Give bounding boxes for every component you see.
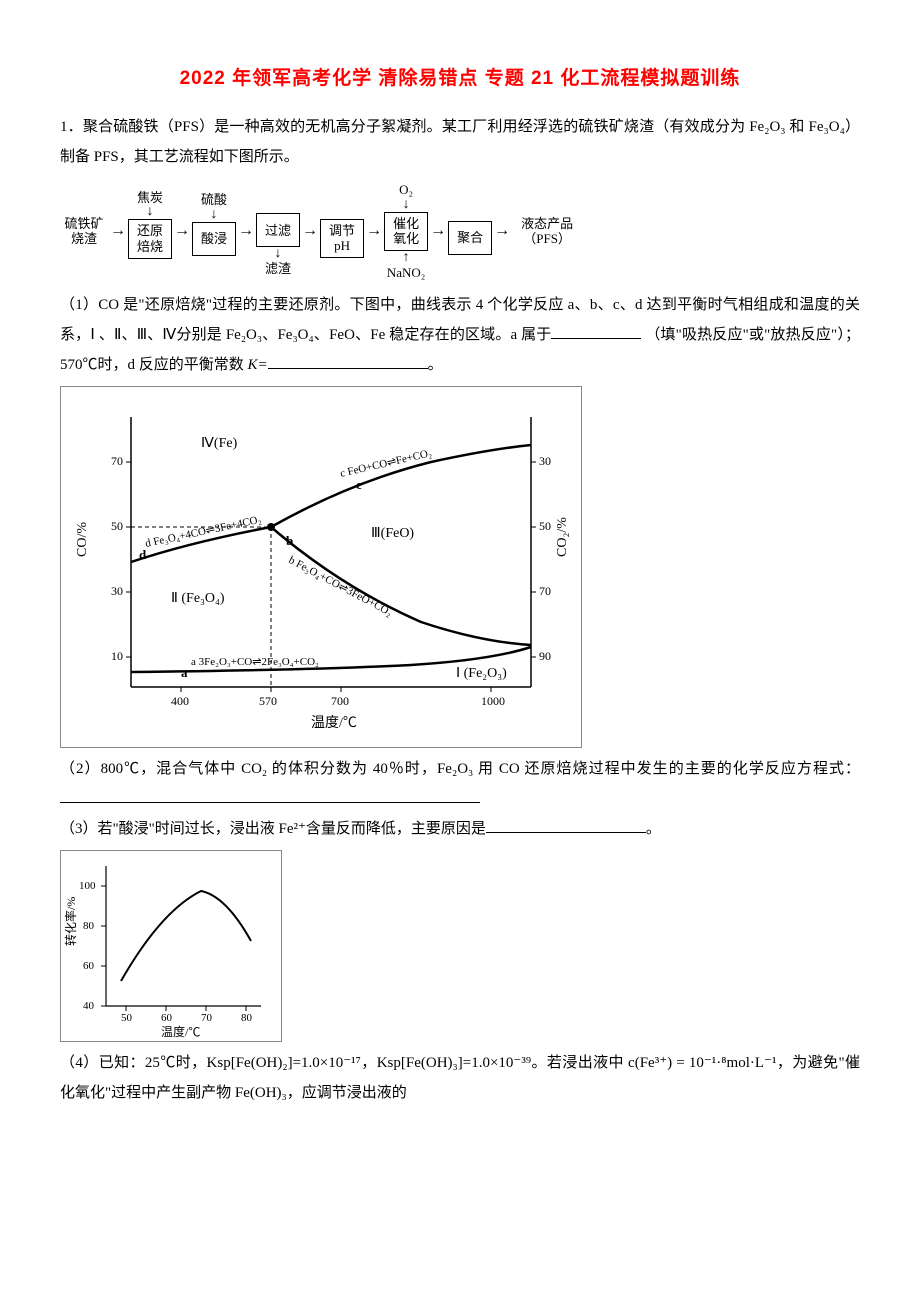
q1-intro: 1．聚合硫酸铁（PFS）是一种高效的无机高分子絮凝剂。某工厂利用经浮选的硫铁矿烧… — [60, 112, 860, 172]
svg-text:100: 100 — [79, 880, 96, 892]
svg-text:700: 700 — [331, 694, 349, 708]
svg-text:10: 10 — [111, 649, 123, 663]
flow-b5-bottom: NaNO₂ — [387, 265, 425, 281]
q1-part1: （1）CO 是"还原焙烧"过程的主要还原剂。下图中，曲线表示 4 个化学反应 a… — [60, 290, 860, 380]
svg-text:b: b — [286, 533, 293, 548]
svg-text:50: 50 — [111, 519, 123, 533]
svg-text:400: 400 — [171, 694, 189, 708]
flow-box-ph: 调节 pH — [320, 219, 364, 258]
process-flow-diagram: 硫铁矿 烧渣 → 焦炭 ↓ 还原 焙烧 → 硫酸 ↓ 酸浸 → 过滤 ↓ 滤渣 … — [60, 182, 860, 280]
flow-end: 液态产品 （PFS） — [521, 216, 573, 247]
arrow-down-icon: ↓ — [403, 198, 410, 212]
svg-text:Ⅰ (Fe₂O₃): Ⅰ (Fe₂O₃) — [456, 666, 507, 681]
arrow-icon: → — [172, 215, 192, 247]
blank-fill — [486, 817, 646, 833]
arrow-icon: → — [300, 215, 320, 247]
flow-box-filter: 过滤 — [256, 213, 300, 247]
svg-text:30: 30 — [539, 454, 551, 468]
svg-text:60: 60 — [83, 960, 95, 972]
flow-box-oxidize: 催化 氧化 — [384, 212, 428, 251]
arrow-down-icon: ↓ — [211, 208, 218, 222]
flow-box-acid: 酸浸 — [192, 222, 236, 256]
q1-part2: （2）800℃，混合气体中 CO₂ 的体积分数为 40％时，Fe₂O₃ 用 CO… — [60, 754, 860, 814]
q1-part4: （4）已知：25℃时，Ksp[Fe(OH)₂]=1.0×10⁻¹⁷，Ksp[Fe… — [60, 1048, 860, 1108]
svg-text:d: d — [139, 547, 147, 562]
svg-text:70: 70 — [111, 454, 123, 468]
svg-text:温度/℃: 温度/℃ — [311, 715, 357, 731]
svg-text:570: 570 — [259, 694, 277, 708]
page-title: 2022 年领军高考化学 清除易错点 专题 21 化工流程模拟题训练 — [60, 60, 860, 98]
arrow-down-icon: ↓ — [147, 205, 154, 219]
svg-text:a: a — [181, 665, 188, 680]
svg-text:30: 30 — [111, 584, 123, 598]
blank-fill — [551, 323, 641, 339]
arrow-icon: → — [428, 215, 448, 247]
arrow-up-icon: ↑ — [403, 251, 410, 265]
q1-3-text: （3）若"酸浸"时间过长，浸出液 Fe²⁺含量反而降低，主要原因是 — [60, 821, 486, 837]
svg-text:70: 70 — [539, 584, 551, 598]
svg-text:Ⅳ(Fe): Ⅳ(Fe) — [201, 436, 238, 451]
arrow-icon: → — [108, 215, 128, 247]
blank-fill — [60, 787, 480, 803]
q1-1-K: K= — [248, 357, 268, 373]
svg-text:温度/℃: 温度/℃ — [161, 1024, 200, 1039]
svg-text:50: 50 — [539, 519, 551, 533]
flow-b2-bottom: 滤渣 — [265, 261, 291, 277]
svg-text:c: c — [356, 477, 362, 492]
flow-b1-top: 焦炭 — [137, 190, 163, 206]
svg-text:80: 80 — [83, 920, 95, 932]
q1-1-period: 。 — [428, 357, 443, 373]
svg-text:60: 60 — [161, 1012, 173, 1024]
svg-text:a 3Fe₂O₃+CO⇌2Fe₃O₄+CO₂: a 3Fe₂O₃+CO⇌2Fe₃O₄+CO₂ — [191, 656, 319, 668]
svg-text:转化率/%: 转化率/% — [63, 897, 78, 946]
arrow-icon: → — [236, 215, 256, 247]
arrow-icon: → — [492, 215, 512, 247]
blank-fill — [268, 353, 428, 369]
q1-part3: （3）若"酸浸"时间过长，浸出液 Fe²⁺含量反而降低，主要原因是 。 — [60, 814, 860, 844]
q1-3-period: 。 — [646, 821, 661, 837]
arrow-down-icon: ↓ — [275, 247, 282, 261]
svg-text:CO/%: CO/% — [75, 522, 90, 557]
conversion-chart: 40 60 80 100 50 60 70 80 温度/℃ 转化率/% — [60, 850, 282, 1042]
svg-text:50: 50 — [121, 1012, 133, 1024]
equilibrium-chart: 10 30 50 70 30 50 70 90 400 570 700 1000 — [60, 386, 582, 748]
q1-2-text: （2）800℃，混合气体中 CO₂ 的体积分数为 40％时，Fe₂O₃ 用 CO… — [60, 761, 860, 777]
svg-text:CO₂/%: CO₂/% — [555, 517, 570, 557]
flow-b5-top: O₂ — [399, 182, 413, 198]
svg-text:Ⅱ (Fe₃O₄): Ⅱ (Fe₃O₄) — [171, 591, 225, 606]
flow-box-polymer: 聚合 — [448, 221, 492, 255]
flow-b2-top: 硫酸 — [201, 192, 227, 208]
svg-text:70: 70 — [201, 1012, 213, 1024]
q1-4-text: （4）已知：25℃时，Ksp[Fe(OH)₂]=1.0×10⁻¹⁷，Ksp[Fe… — [60, 1055, 860, 1101]
svg-text:40: 40 — [83, 1000, 95, 1012]
svg-text:90: 90 — [539, 649, 551, 663]
svg-text:80: 80 — [241, 1012, 253, 1024]
svg-text:1000: 1000 — [481, 694, 505, 708]
flow-box-reduce: 还原 焙烧 — [128, 219, 172, 258]
svg-text:Ⅲ(FeO): Ⅲ(FeO) — [371, 526, 414, 541]
arrow-icon: → — [364, 215, 384, 247]
flow-start: 硫铁矿 烧渣 — [64, 216, 103, 247]
